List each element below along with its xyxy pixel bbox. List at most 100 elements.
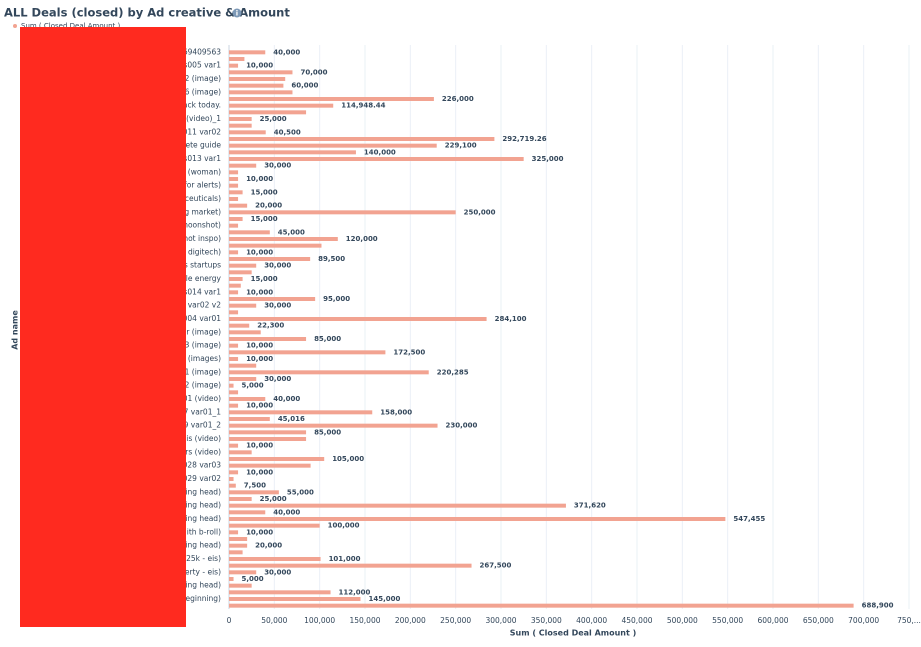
x-tick-label: 200,000 [395,616,426,625]
x-tick-label: 150,000 [349,616,380,625]
bar [229,110,307,115]
value-label: 22,300 [257,322,284,330]
bar [229,90,293,95]
bar [229,97,434,101]
bar [229,577,234,581]
value-label: 30,000 [264,302,291,310]
bar [229,297,316,301]
value-label: 40,000 [273,508,300,516]
bar [229,270,252,275]
bar [229,263,257,268]
y-tick-label: for alerts) [184,181,221,190]
legend-label: Sum ( Closed Deal Amount ) [21,22,121,30]
value-label: 10,000 [246,175,273,183]
bar [229,450,252,455]
value-label: 10,000 [246,468,273,476]
bar [229,457,325,461]
value-label: 172,500 [393,348,425,356]
value-label: 85,000 [314,428,341,436]
value-label: 10,000 [246,248,273,256]
value-label: 226,000 [442,95,474,103]
value-label: 140,000 [364,148,396,156]
y-tick-label: r (image) [186,327,221,336]
bar [229,250,239,255]
y-tick-label: ceuticals) [185,194,221,203]
value-label: 101,000 [329,555,361,563]
bar [229,570,257,575]
value-label: 10,000 [246,288,273,296]
y-tick-label: l digitech) [183,247,221,256]
bar [229,130,266,135]
y-tick-label: 9 var01_2 [184,421,222,430]
value-label: 85,000 [314,335,341,343]
y-tick-label: erty - eis) [185,567,221,576]
bar [229,483,236,488]
bar [229,330,261,335]
y-tick-label: ack today. [183,101,221,110]
x-tick-label: 100,000 [304,616,335,625]
value-label: 120,000 [346,235,378,243]
y-tick-label: ing head) [185,581,221,590]
value-label: 100,000 [328,522,360,530]
info-icon[interactable]: i [232,8,242,18]
bar [229,503,566,508]
y-tick-label: 3 (image) [185,341,221,350]
bar [229,363,257,368]
bar [229,537,248,541]
value-label: 25,000 [260,495,287,503]
value-label: 688,900 [862,602,894,610]
bar [229,77,286,81]
value-label: 60,000 [291,82,318,90]
value-label: 70,000 [300,68,327,76]
bar [229,237,338,241]
svg-text:i: i [236,10,238,18]
value-label: 10,000 [246,442,273,450]
bar [229,510,266,515]
y-tick-label: 7 var01_1 [184,407,222,416]
y-tick-label: ith b-roll) [187,527,221,536]
bar [229,323,250,328]
value-label: 10,000 [246,342,273,350]
bar [229,183,239,188]
bar [229,563,472,568]
value-label: 20,000 [255,202,282,210]
value-label: 547,455 [733,515,765,523]
x-tick-label: 400,000 [576,616,607,625]
bar [229,443,239,448]
y-tick-label: 004 var01 [183,314,222,323]
bar [229,50,266,55]
bar [229,117,252,121]
bar [229,437,307,441]
value-label: 292,719.26 [502,135,546,143]
y-tick-label: 125k - eis) [181,554,221,563]
bar [229,523,320,528]
value-label: 30,000 [264,375,291,383]
bar [229,197,239,201]
bar [229,337,307,341]
y-tick-label: lete guide [183,141,221,150]
value-label: 105,000 [332,455,364,463]
y-tick-label: g market) [184,207,221,216]
bar [229,403,239,408]
y-tick-label: ing head) [185,541,221,550]
value-label: 267,500 [480,562,512,570]
bar [229,530,239,535]
y-tick-label: 1 (image) [185,367,221,376]
bar [229,583,252,588]
value-label: 145,000 [368,595,400,603]
bar [229,417,270,421]
legend-marker [13,24,17,28]
x-tick-label: 350,000 [531,616,562,625]
value-label: 15,000 [251,275,278,283]
value-label: 220,285 [437,368,469,376]
bar [229,377,257,381]
bar [229,103,334,108]
x-tick-label: 50,000 [261,616,287,625]
x-tick-label: 450,000 [621,616,652,625]
bar [229,383,234,388]
bar [229,543,248,548]
bar [229,550,243,555]
bar [229,190,243,195]
y-tick-label: rs (video) [185,447,221,456]
bar [229,490,279,495]
